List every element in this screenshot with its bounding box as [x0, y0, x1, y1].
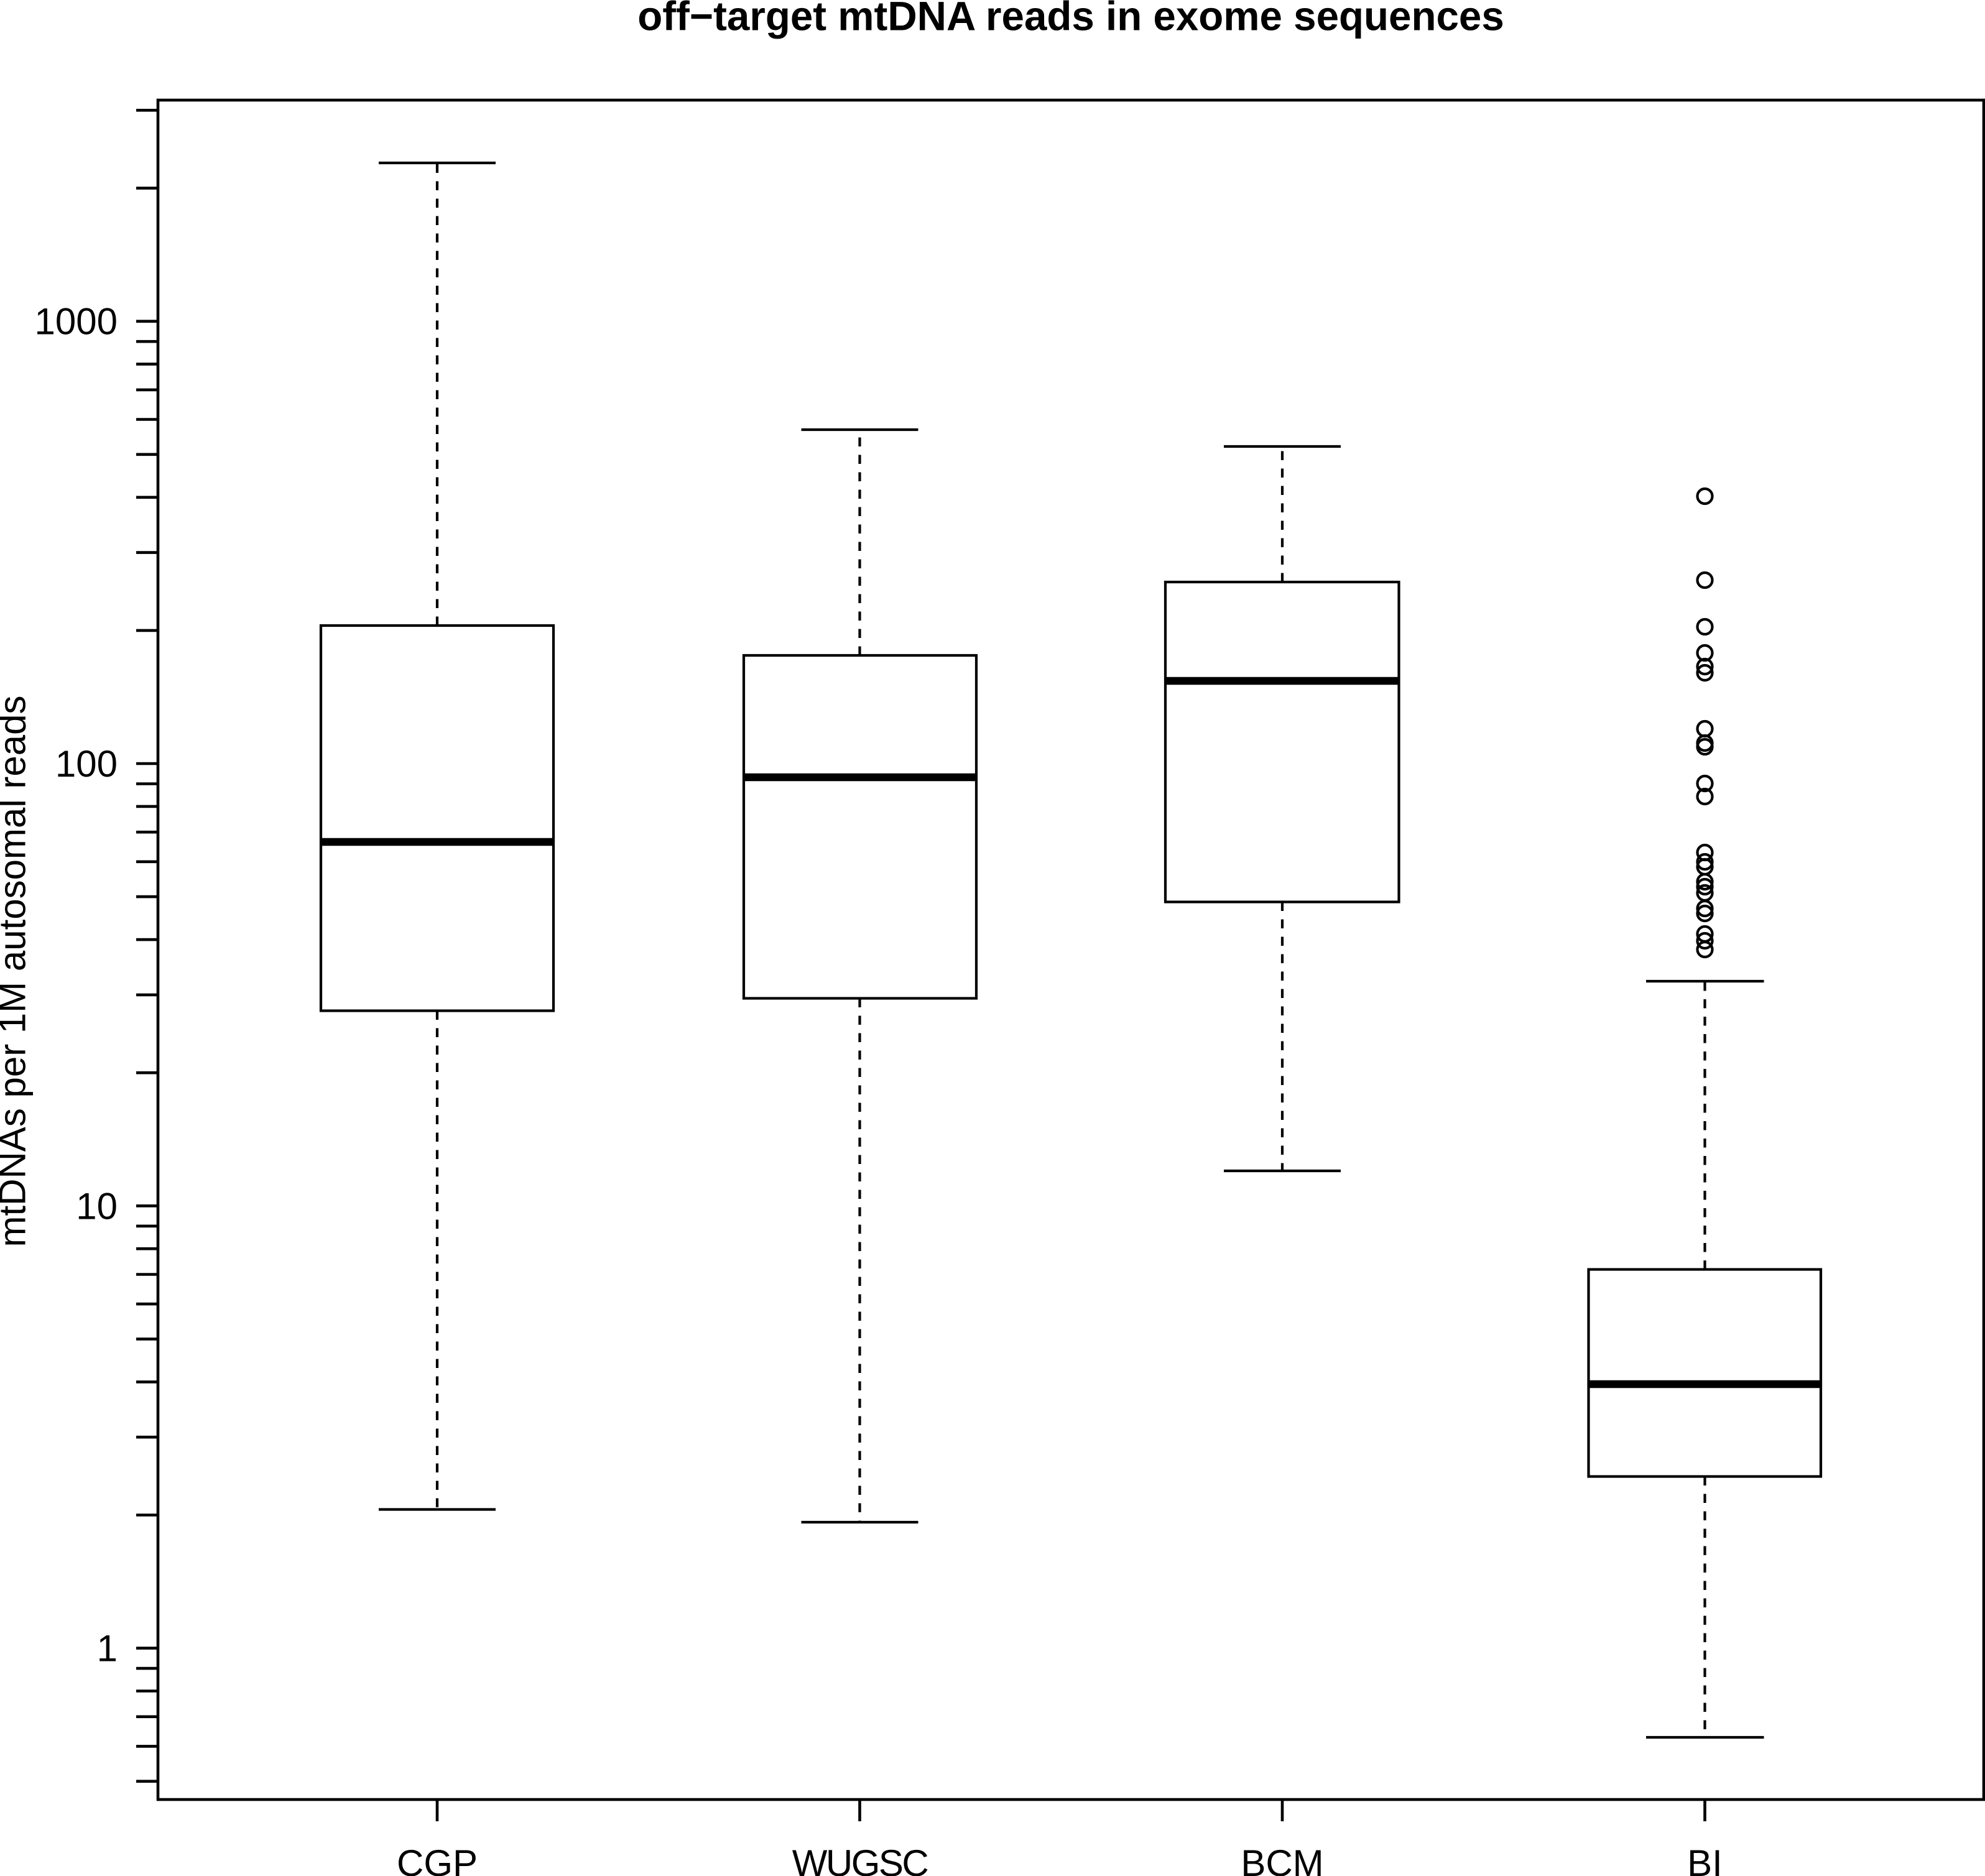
- svg-text:1: 1: [97, 1628, 118, 1670]
- svg-text:mtDNAs per 1M autosomal reads: mtDNAs per 1M autosomal reads: [0, 696, 34, 1247]
- svg-text:10: 10: [76, 1185, 118, 1227]
- svg-text:WUGSC: WUGSC: [792, 1842, 928, 1876]
- svg-text:1000: 1000: [35, 301, 118, 343]
- svg-text:100: 100: [55, 743, 118, 785]
- svg-text:CGP: CGP: [397, 1842, 478, 1876]
- svg-text:off−target mtDNA reads in exom: off−target mtDNA reads in exome sequence…: [637, 0, 1504, 39]
- svg-text:BI: BI: [1687, 1842, 1723, 1876]
- svg-text:BCM: BCM: [1241, 1842, 1323, 1876]
